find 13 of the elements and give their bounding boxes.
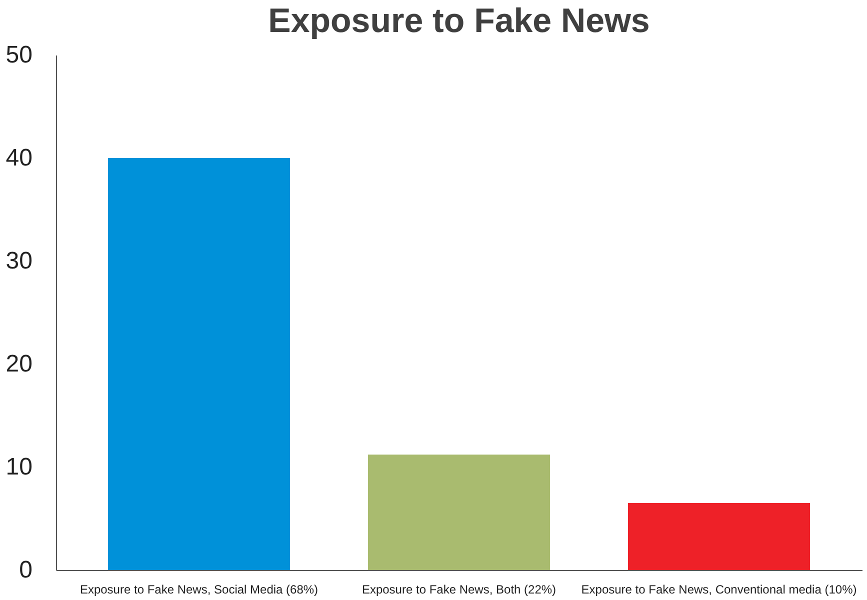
x-tick-label: Exposure to Fake News, Conventional media (10%): [581, 582, 857, 596]
chart-title: Exposure to Fake News: [268, 2, 650, 40]
y-tick-label: 40: [6, 144, 32, 172]
x-tick-label: Exposure to Fake News, Social Media (68%): [80, 582, 318, 596]
x-tick-label: Exposure to Fake News, Both (22%): [362, 582, 556, 596]
y-tick-label: 0: [19, 556, 32, 584]
y-tick-label: 50: [6, 42, 32, 68]
bar: [628, 503, 810, 570]
y-tick-label: 10: [6, 454, 32, 480]
y-tick-label: 20: [6, 350, 32, 378]
bar: [108, 158, 290, 570]
y-tick-label: 30: [6, 248, 32, 274]
bar: [368, 454, 550, 570]
